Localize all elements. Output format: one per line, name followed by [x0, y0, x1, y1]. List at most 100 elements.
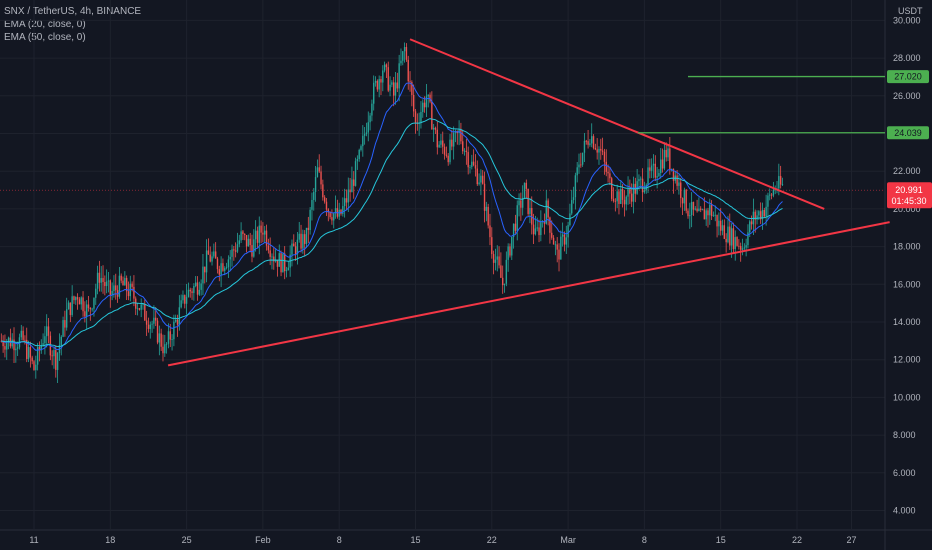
candle-body — [87, 304, 90, 309]
time-axis[interactable]: 11 18 25 Feb 8 15 22 Mar 8 15 22 27 — [29, 535, 856, 545]
candle-body — [382, 70, 384, 83]
candle-body — [365, 132, 368, 135]
candle-body — [632, 183, 635, 202]
candle-body — [293, 243, 295, 247]
candle-body — [778, 176, 780, 189]
candle-body — [2, 341, 4, 347]
candle-body — [4, 346, 6, 350]
candle-body — [160, 333, 162, 347]
candle-body — [229, 256, 231, 260]
x-tick-label: 22 — [792, 535, 802, 545]
candle-body — [489, 225, 491, 238]
candle-body — [298, 233, 300, 240]
candle-body — [26, 339, 28, 359]
candle-body — [442, 140, 444, 147]
candle-body — [638, 179, 640, 182]
price-axis[interactable]: 4.000 6.000 8.000 10.000 12.000 14.000 16.000 1… — [887, 6, 932, 516]
candle-body — [204, 266, 206, 273]
candle-body — [47, 326, 50, 336]
chart-legend: SNX / TetherUS, 4h, BINANCE EMA (20, clo… — [4, 5, 141, 44]
candle-body — [480, 175, 482, 183]
candle-body — [552, 237, 555, 245]
candle-body — [761, 210, 764, 220]
candle-body — [492, 254, 495, 263]
x-tick-label: 15 — [716, 535, 726, 545]
candle-body — [521, 197, 524, 208]
candle-body — [142, 304, 144, 306]
candle-body — [258, 225, 260, 243]
candle-body — [491, 237, 493, 255]
candle-body — [178, 307, 181, 325]
trendlines[interactable] — [167, 38, 890, 367]
candle-body — [736, 237, 738, 246]
candle-body — [700, 208, 702, 210]
candle-body — [683, 189, 686, 204]
y-tick-label: 14.000 — [893, 317, 921, 327]
candle-body — [640, 178, 642, 180]
candle-body — [672, 168, 675, 181]
candle-body — [254, 230, 257, 240]
candle-body — [580, 164, 582, 166]
target-price-label: 24.039 — [894, 128, 922, 138]
candle-body — [402, 51, 404, 61]
candle-body — [53, 350, 55, 357]
candle-body — [523, 182, 526, 198]
candle-body — [720, 220, 722, 231]
candle-body — [414, 111, 417, 123]
candle-body — [35, 364, 37, 371]
candle-body — [358, 149, 360, 159]
candle-body — [703, 209, 706, 220]
candle-body — [483, 183, 486, 211]
candle-body — [422, 102, 424, 112]
candle-body — [487, 206, 489, 226]
candle-body — [251, 245, 253, 257]
candle-body — [15, 348, 17, 351]
candle-body — [525, 182, 528, 189]
candle-body — [692, 201, 695, 210]
candle-body — [380, 79, 382, 83]
candle-body — [443, 146, 446, 155]
candle-body — [202, 266, 204, 284]
x-tick-label: 25 — [182, 535, 192, 545]
candle-body — [302, 234, 304, 249]
candle-body — [701, 209, 704, 211]
candle-body — [124, 277, 126, 286]
candle-body — [641, 178, 644, 193]
candle-body — [574, 175, 577, 198]
candle-body — [378, 79, 380, 90]
candle-body — [681, 198, 684, 204]
candle-body — [362, 135, 364, 147]
candle-body — [176, 319, 179, 325]
candle-body — [62, 320, 64, 337]
candle-body — [373, 82, 375, 104]
candle-body — [22, 330, 24, 340]
candle-body — [471, 161, 473, 167]
candle-body — [678, 182, 680, 186]
candle-body — [650, 165, 653, 171]
candle-body — [264, 230, 266, 235]
candle-body — [242, 231, 244, 235]
candle-body — [449, 139, 451, 163]
candle-body — [432, 127, 435, 130]
candle-body — [427, 94, 429, 97]
candle-body — [745, 245, 747, 248]
candle-body — [741, 248, 744, 250]
candle-body — [207, 250, 210, 255]
candle-body — [689, 215, 691, 217]
current-price-label: 20.991 — [895, 185, 923, 195]
candle-body — [36, 347, 39, 365]
candle-body — [120, 275, 122, 281]
candle-body — [587, 141, 589, 145]
candle-body — [80, 297, 82, 305]
candle-body — [64, 320, 66, 328]
candle-body — [732, 228, 735, 250]
candle-body — [398, 63, 400, 89]
candle-body — [514, 223, 517, 231]
candle-body — [320, 171, 322, 185]
candle-body — [572, 197, 575, 201]
candle-body — [436, 129, 438, 148]
candle-body — [89, 308, 92, 310]
candle-body — [16, 347, 19, 349]
candle-body — [38, 347, 41, 351]
